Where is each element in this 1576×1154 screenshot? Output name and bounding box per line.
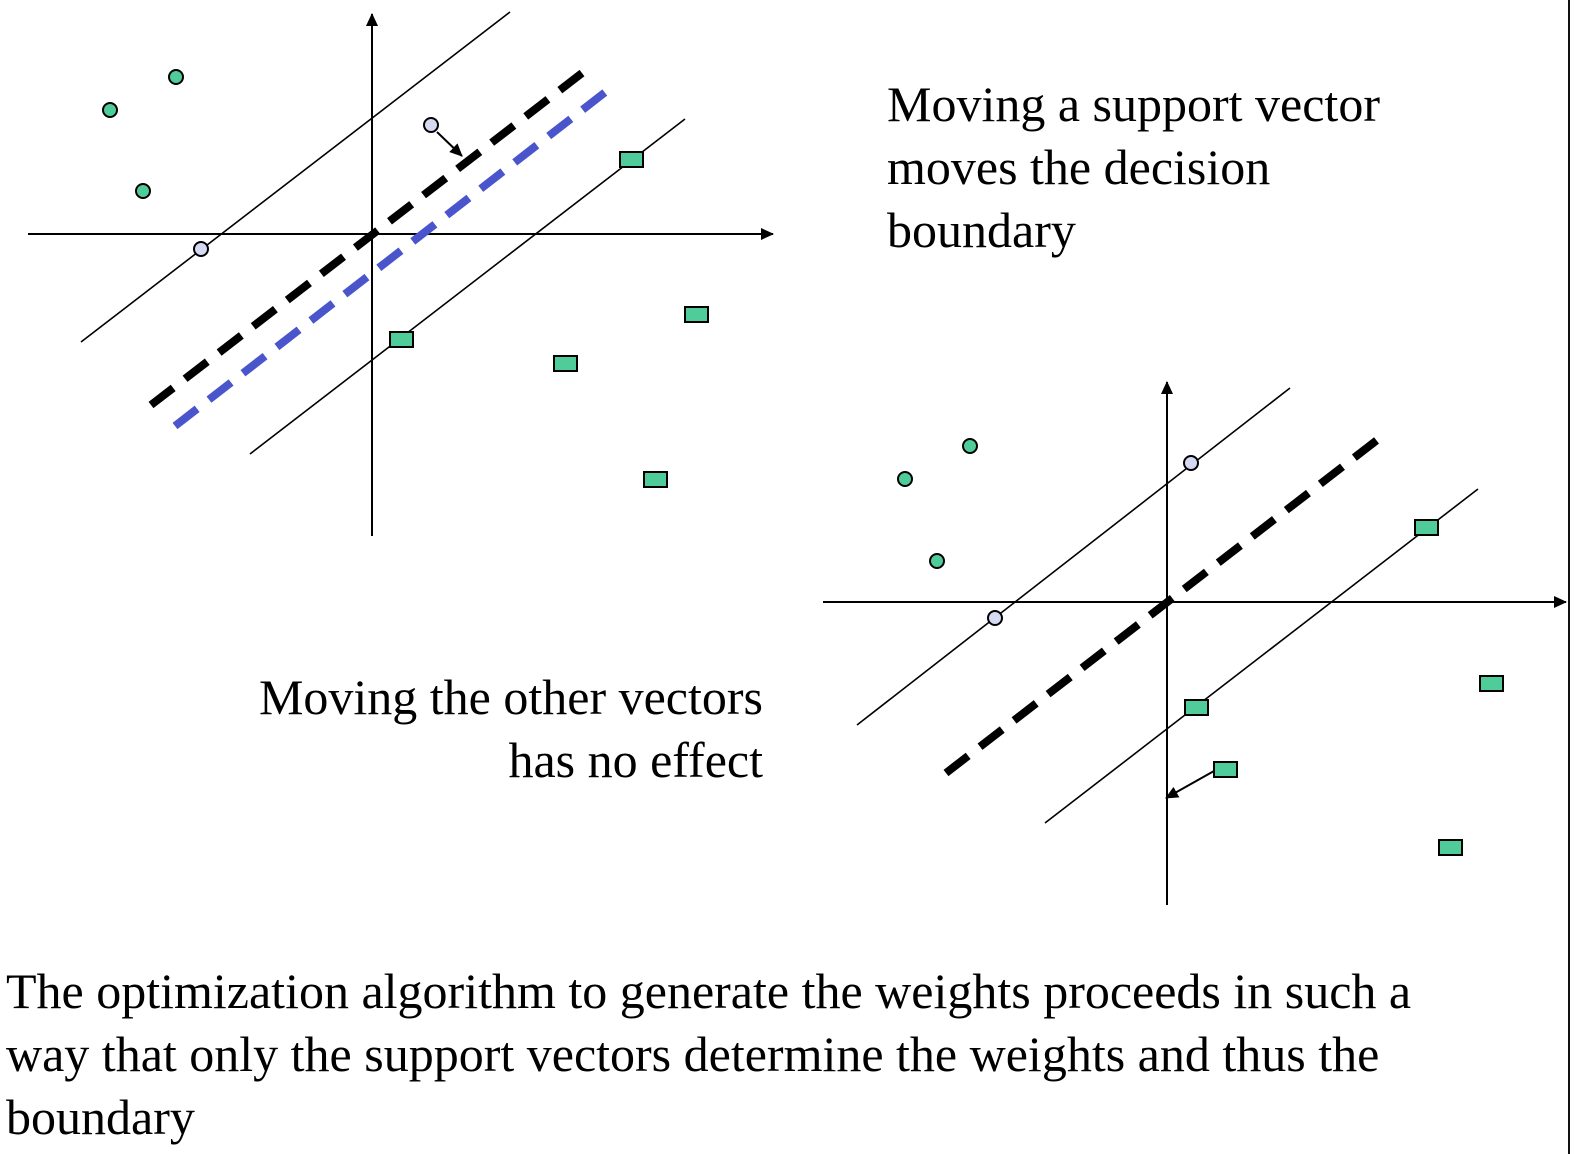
square-point [1438,839,1463,856]
note-line: has no effect [508,732,763,788]
left-diagram [28,11,774,536]
original-decision-boundary [148,66,589,409]
class-square-points [389,151,709,488]
upper-margin-line [856,387,1291,726]
caption-line: The optimization algorithm to generate t… [6,963,1412,1019]
circle-point [135,183,151,199]
square-point [643,471,668,488]
support-vector-move-arrow [436,131,463,157]
right-diagram [823,381,1567,905]
lower-margin-line [1044,488,1479,824]
support-vector-note: Moving a support vector moves the decisi… [887,73,1380,262]
note-line: Moving the other vectors [258,669,763,725]
class-circle-points [102,69,439,257]
caption-line: way that only the support vectors determ… [6,1026,1380,1082]
other-vector-move-arrow [1165,770,1215,799]
lower-margin-line [249,118,686,455]
moved-support-vector-circle [423,117,439,133]
square-point [1479,675,1504,692]
moved-square-point [1213,761,1238,778]
slide-edge [1568,0,1570,1154]
note-line: Moving a support vector [887,76,1380,132]
other-vectors-note: Moving the other vectors has no effect [230,666,763,792]
decision-boundary [943,433,1384,777]
square-point [684,306,709,323]
support-vector-square [619,151,644,168]
support-vector-square [1414,519,1439,536]
support-vector-circle [193,241,209,257]
upper-margin-line [80,11,511,343]
support-vector-circle [1183,455,1199,471]
circle-point [102,102,118,118]
support-vector-square [1184,699,1209,716]
circle-point [962,438,978,454]
circle-point [168,69,184,85]
support-vector-square [389,331,414,348]
note-line: moves the decision [887,139,1271,195]
support-vector-circle [987,610,1003,626]
caption-text: The optimization algorithm to generate t… [6,960,1566,1149]
square-point [553,355,578,372]
circle-point [897,471,913,487]
moved-decision-boundary [172,86,611,430]
class-circle-points [897,438,1199,626]
circle-point [929,553,945,569]
caption-line: boundary [6,1089,195,1145]
note-line: boundary [887,202,1076,258]
class-square-points [1184,519,1504,856]
